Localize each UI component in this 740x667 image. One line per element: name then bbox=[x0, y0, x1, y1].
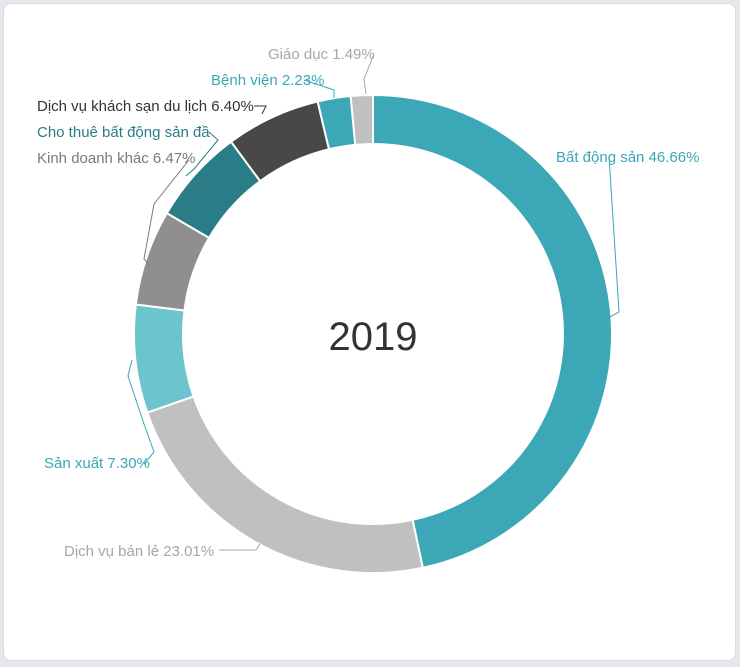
leader-line-san-xuat-7-30 bbox=[127, 359, 155, 465]
donut-chart: Bất động sản 46.66% Dịch vụ bán lẻ 23.01%… bbox=[37, 46, 699, 574]
donut-slices bbox=[133, 93, 613, 574]
slice-san-xuat-7-30[interactable] bbox=[133, 303, 195, 414]
leader-line-giao-duc-1-49 bbox=[363, 53, 375, 95]
slice-label-san-xuat-7-30: Sản xuất 7.30% bbox=[44, 455, 150, 472]
leader-line-kinh-doanh-khac-6-47 bbox=[143, 159, 190, 267]
slice-label-dich-vu-ban-le-23-01: Dịch vụ bán lẻ 23.01% bbox=[64, 543, 214, 560]
slice-label-benh-vien-2-23: Bệnh viện 2.23% bbox=[211, 72, 324, 89]
slice-labels: Bất động sản 46.66% Dịch vụ bán lẻ 23.01%… bbox=[37, 46, 699, 560]
leader-line-cho-thue-bat-dong-san-da bbox=[185, 131, 219, 177]
leader-line-dich-vu-ban-le-23-01 bbox=[219, 543, 261, 551]
leader-line-benh-vien-2-23 bbox=[303, 79, 335, 98]
slice-label-cho-thue-bat-dong-san-da: Cho thuê bất động sản đầ bbox=[37, 124, 210, 141]
leader-line-bat-dong-san-46-66 bbox=[607, 155, 620, 319]
slice-giao-duc-1-49[interactable] bbox=[349, 93, 374, 146]
center-year-label: 2019 bbox=[329, 315, 418, 359]
leader-line-dich-vu-khach-san-du-lich-6-40 bbox=[254, 105, 267, 115]
slice-label-dich-vu-khach-san-du-lich-6-40: Dịch vụ khách sạn du lịch 6.40% bbox=[37, 98, 254, 115]
slice-label-kinh-doanh-khac-6-47: Kinh doanh khác 6.47% bbox=[37, 150, 195, 167]
label-leader-lines bbox=[127, 53, 620, 551]
slice-label-bat-dong-san-46-66: Bất động sản 46.66% bbox=[556, 149, 699, 166]
slice-label-giao-duc-1-49: Giáo dục 1.49% bbox=[268, 46, 375, 63]
slice-bat-dong-san-46-66[interactable] bbox=[372, 93, 613, 569]
chart-card: Bất động sản 46.66% Dịch vụ bán lẻ 23.01%… bbox=[3, 3, 736, 661]
